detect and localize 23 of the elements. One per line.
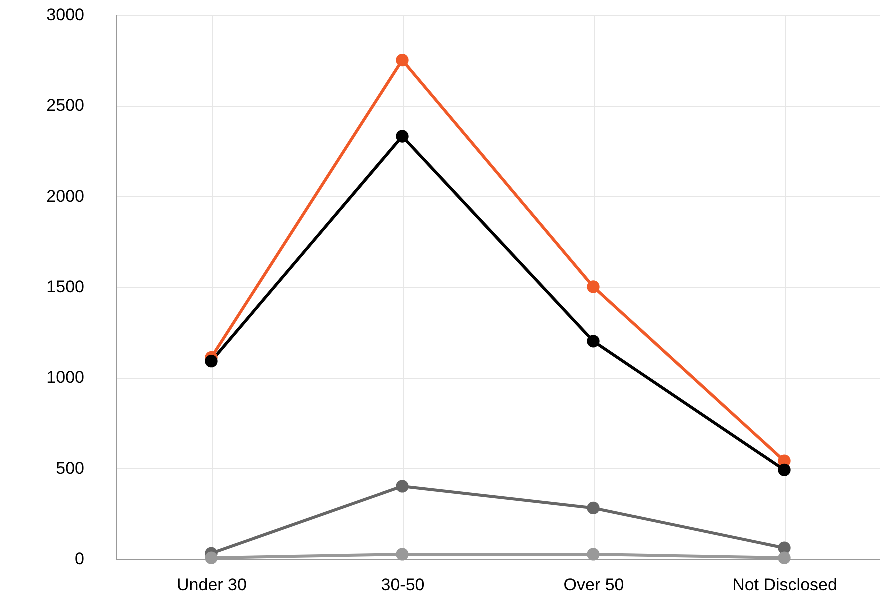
point [587,280,600,294]
x-tick-label: Over 50 [564,576,624,594]
y-tick-label: 2000 [46,186,84,206]
point [396,548,409,561]
y-tick-label: 3000 [46,6,84,24]
point [587,335,600,348]
point [205,552,218,564]
y-tick-label: 2500 [46,96,84,116]
point [396,130,409,143]
point [587,548,600,561]
point [778,552,791,564]
x-tick-label: Not Disclosed [732,576,838,594]
point [587,502,600,515]
x-tick-label: Under 30 [177,576,247,594]
x-tick-label: 30-50 [381,576,425,594]
point [396,54,409,67]
point [205,355,218,368]
point [778,464,791,476]
y-tick-label: 0 [75,550,84,568]
point [396,480,409,493]
y-tick-label: 1000 [46,368,84,388]
y-tick-label: 500 [56,458,84,478]
y-tick-label: 1500 [46,278,84,296]
